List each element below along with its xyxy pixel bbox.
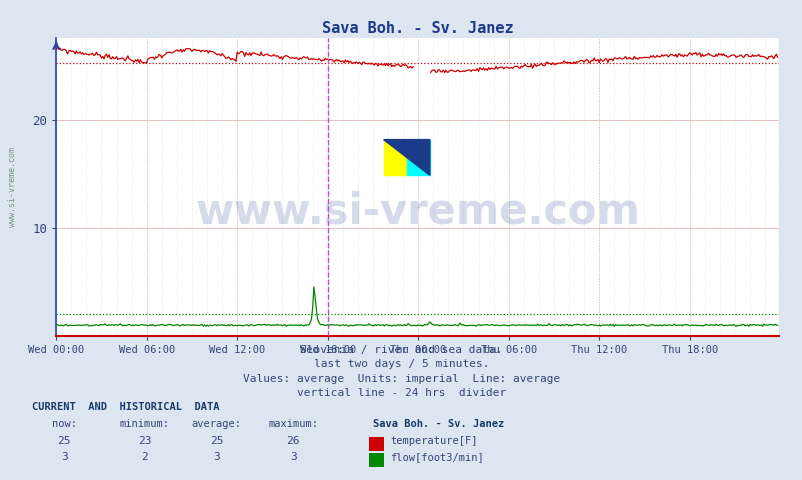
Text: last two days / 5 minutes.: last two days / 5 minutes.: [314, 359, 488, 369]
Text: 3: 3: [290, 452, 296, 462]
Text: flow[foot3/min]: flow[foot3/min]: [390, 452, 484, 462]
Bar: [406, 140, 429, 175]
Polygon shape: [383, 140, 429, 175]
Bar: [383, 140, 406, 175]
Text: CURRENT  AND  HISTORICAL  DATA: CURRENT AND HISTORICAL DATA: [32, 402, 219, 412]
Text: maximum:: maximum:: [268, 419, 318, 429]
Text: 3: 3: [61, 452, 67, 462]
Text: Values: average  Units: imperial  Line: average: Values: average Units: imperial Line: av…: [242, 373, 560, 384]
Text: 2: 2: [141, 452, 148, 462]
Text: 26: 26: [286, 436, 299, 446]
Text: now:: now:: [51, 419, 77, 429]
Text: 23: 23: [138, 436, 151, 446]
Text: www.si-vreme.com: www.si-vreme.com: [195, 190, 639, 232]
Text: www.si-vreme.com: www.si-vreme.com: [8, 147, 18, 227]
Text: average:: average:: [192, 419, 241, 429]
Text: vertical line - 24 hrs  divider: vertical line - 24 hrs divider: [297, 388, 505, 398]
Text: 3: 3: [213, 452, 220, 462]
Text: temperature[F]: temperature[F]: [390, 436, 477, 446]
Text: 25: 25: [210, 436, 223, 446]
Text: 25: 25: [58, 436, 71, 446]
Title: Sava Boh. - Sv. Janez: Sava Boh. - Sv. Janez: [322, 21, 512, 36]
Text: Slovenia / river and sea data.: Slovenia / river and sea data.: [300, 345, 502, 355]
Text: Sava Boh. - Sv. Janez: Sava Boh. - Sv. Janez: [373, 419, 504, 429]
Text: minimum:: minimum:: [119, 419, 169, 429]
